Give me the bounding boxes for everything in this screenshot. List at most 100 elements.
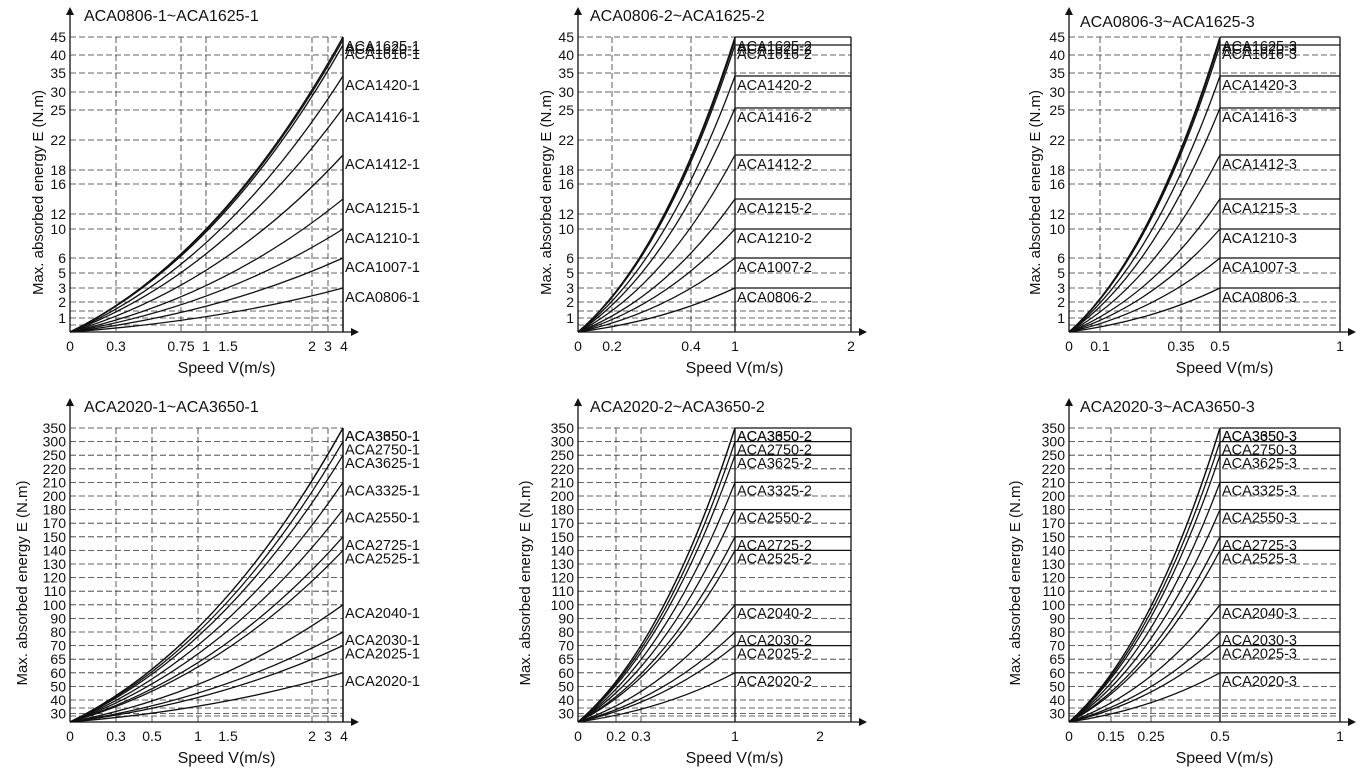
y-tick-label: 50 xyxy=(558,678,574,694)
series-label: ACA2025-3 xyxy=(1222,647,1297,663)
series-line xyxy=(69,427,344,723)
series-label: ACA1007-1 xyxy=(345,260,420,276)
series-label: ACA2525-3 xyxy=(1222,551,1297,567)
series-line xyxy=(1068,198,1221,333)
series-line xyxy=(69,631,344,723)
series-line xyxy=(69,228,344,333)
x-tick-label: 1 xyxy=(1336,338,1344,354)
y-tick-label: 65 xyxy=(50,651,66,667)
y-tick-label: 25 xyxy=(1049,102,1065,118)
series-label: ACA1215-2 xyxy=(737,201,812,217)
y-tick-label: 250 xyxy=(43,447,67,463)
series-label: ACA2025-2 xyxy=(737,647,812,663)
y-tick-label: 2 xyxy=(566,294,574,310)
series-label: ACA2750-2 xyxy=(737,443,812,459)
series-line xyxy=(69,44,344,333)
series-label: ACA1412-1 xyxy=(345,157,420,173)
y-tick-label: 35 xyxy=(558,65,574,81)
y-tick-label: 18 xyxy=(50,162,66,178)
x-tick-label: 4 xyxy=(340,338,348,354)
series-line xyxy=(577,509,736,723)
x-tick-label: 0.3 xyxy=(106,338,126,354)
y-tick-label: 80 xyxy=(50,624,66,640)
series-label: ACA3325-3 xyxy=(1222,483,1297,499)
series-label: ACA1625-3 xyxy=(1222,39,1297,55)
series-line xyxy=(69,549,344,723)
y-tick-label: 60 xyxy=(50,665,66,681)
y-tick-label: 60 xyxy=(1049,665,1065,681)
series-label: ACA3625-2 xyxy=(737,456,812,472)
series-line xyxy=(69,287,344,333)
series-label: ACA2040-1 xyxy=(345,606,420,622)
series-label: ACA2725-3 xyxy=(1222,538,1297,554)
chart-title: ACA2020-2~ACA3650-2 xyxy=(590,399,765,416)
series-label: ACA0806-1 xyxy=(345,290,420,306)
y-tick-label: 16 xyxy=(1049,176,1065,192)
series-line xyxy=(1068,645,1221,723)
series-line xyxy=(1068,36,1221,333)
y-axis-arrow xyxy=(574,398,582,406)
y-tick-label: 210 xyxy=(43,474,67,490)
x-tick-label: 2 xyxy=(816,728,824,744)
y-tick-label: 30 xyxy=(1049,706,1065,722)
x-tick-label: 1.5 xyxy=(218,338,238,354)
y-tick-label: 210 xyxy=(551,474,575,490)
y-tick-label: 100 xyxy=(43,597,67,613)
series-line xyxy=(69,36,344,333)
x-tick-label: 0.75 xyxy=(167,338,194,354)
series-label: ACA2040-2 xyxy=(737,606,812,622)
y-tick-label: 140 xyxy=(43,542,67,558)
y-tick-label: 300 xyxy=(43,434,67,450)
y-tick-label: 45 xyxy=(1049,29,1065,45)
series-line xyxy=(1068,550,1221,723)
y-tick-label: 110 xyxy=(1043,583,1066,599)
chart-3: ACA0806-3~ACA1625-3 Max. absorbed energy … xyxy=(1027,7,1356,377)
y-tick-label: 150 xyxy=(43,529,67,545)
y-tick-label: 16 xyxy=(50,176,66,192)
series-line xyxy=(69,604,344,723)
y-tick-label: 50 xyxy=(50,678,66,694)
y-tick-label: 30 xyxy=(50,84,66,100)
y-tick-label: 180 xyxy=(1042,502,1066,518)
series-label: ACA2030-3 xyxy=(1222,633,1297,649)
y-tick-label: 65 xyxy=(1049,651,1065,667)
series-line xyxy=(1068,441,1221,723)
y-tick-label: 220 xyxy=(551,461,575,477)
x-axis-arrow xyxy=(1348,718,1356,726)
y-tick-label: 170 xyxy=(551,515,575,531)
x-tick-label: 0.3 xyxy=(631,728,651,744)
series-line xyxy=(577,427,736,723)
series-label: ACA1616-1 xyxy=(345,47,420,63)
y-tick-label: 5 xyxy=(1057,265,1065,281)
series-label: ACA2725-1 xyxy=(345,538,420,554)
y-tick-label: 12 xyxy=(558,206,574,222)
series-label: ACA1210-2 xyxy=(737,231,812,247)
y-tick-label: 40 xyxy=(558,47,574,63)
y-tick-label: 350 xyxy=(43,420,67,436)
y-tick-label: 70 xyxy=(50,638,66,654)
y-tick-label: 10 xyxy=(50,221,66,237)
y-tick-label: 170 xyxy=(1042,515,1066,531)
x-tick-label: 3 xyxy=(324,338,332,354)
series-line xyxy=(577,550,736,723)
y-tick-label: 30 xyxy=(558,706,574,722)
y-tick-label: 40 xyxy=(558,692,574,708)
y-tick-label: 2 xyxy=(58,294,66,310)
x-tick-label: 1 xyxy=(731,728,739,744)
chart-1: ACA0806-1~ACA1625-1 Max. absorbed energy … xyxy=(30,7,420,377)
series-label: ACA2525-2 xyxy=(737,551,812,567)
y-tick-label: 140 xyxy=(1042,542,1066,558)
x-tick-label: 4 xyxy=(340,728,348,744)
series-label: ACA1007-2 xyxy=(737,260,812,276)
series-line xyxy=(577,536,736,723)
y-tick-label: 30 xyxy=(558,84,574,100)
series-line xyxy=(577,427,736,723)
x-tick-label: 2 xyxy=(308,338,316,354)
y-tick-label: 12 xyxy=(1049,206,1065,222)
y-tick-label: 50 xyxy=(1049,678,1065,694)
series-line xyxy=(577,198,736,333)
y-axis-label: Max. absorbed energy E (N.m) xyxy=(517,480,534,685)
y-axis-label: Max. absorbed energy E (N.m) xyxy=(14,480,31,685)
series-line xyxy=(1068,107,1221,333)
y-tick-label: 220 xyxy=(43,461,67,477)
